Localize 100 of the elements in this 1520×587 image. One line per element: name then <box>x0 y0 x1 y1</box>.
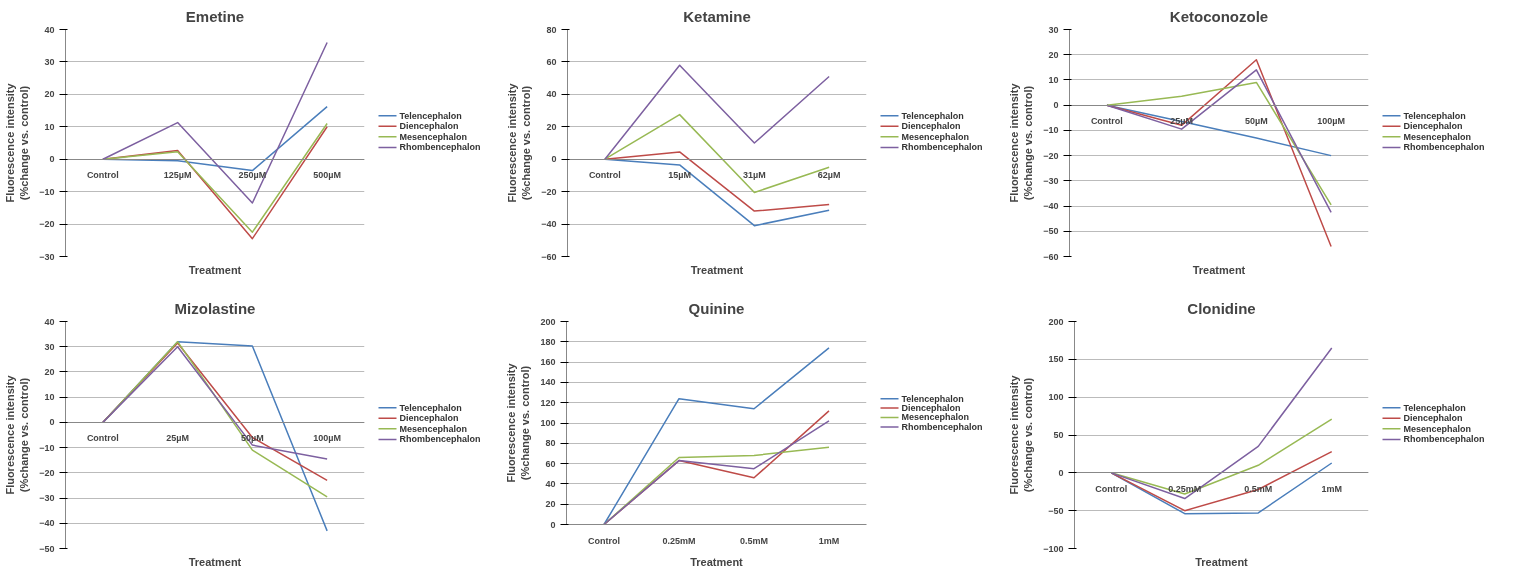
y-tick-label: 30 <box>44 341 55 352</box>
y-tick-label: 20 <box>545 499 556 510</box>
legend-label: Diencephalon <box>1403 121 1463 132</box>
x-tick-label: 50µM <box>1245 116 1268 127</box>
y-tick-label: 10 <box>44 392 55 403</box>
x-tick-label: 500µM <box>313 170 341 181</box>
y-tick-label: −60 <box>541 251 557 262</box>
chart-title: Quinine <box>688 299 745 317</box>
y-tick-label: 0 <box>1058 467 1064 478</box>
y-tick-label: 160 <box>540 357 556 368</box>
y-tick-label: −20 <box>541 186 557 197</box>
legend-label: Rhombencephalon <box>1403 434 1485 445</box>
y-tick-label: 30 <box>44 56 55 67</box>
legend-label: Mesencephalon <box>901 131 970 142</box>
y-tick-label: 10 <box>1048 74 1059 85</box>
x-tick-label: Control <box>1095 483 1128 494</box>
y-tick-label: 0 <box>550 519 556 530</box>
y-tick-label: 0 <box>551 154 557 165</box>
x-axis-title: Treatment <box>188 263 242 276</box>
chart-title: Clonidine <box>1187 299 1256 317</box>
y-tick-label: 40 <box>44 24 55 35</box>
y-tick-label: 100 <box>540 418 556 428</box>
y-axis-title: Fluorescence intensity (%change vs. control) <box>505 82 533 203</box>
y-tick-label: 140 <box>540 377 556 388</box>
line-series <box>603 347 830 525</box>
y-tick-label: −20 <box>39 467 55 478</box>
chart-title: Mizolastine <box>174 299 256 317</box>
chart-title: Ketoconozole <box>1169 7 1269 25</box>
y-tick-label: 50 <box>1053 430 1064 440</box>
y-tick-label: −20 <box>39 219 55 230</box>
legend-label: Telencephalon <box>1403 402 1466 413</box>
y-tick-label: −50 <box>1048 505 1064 516</box>
y-tick-label: −100 <box>1043 543 1064 554</box>
x-tick-label: 25µM <box>1170 116 1193 127</box>
y-tick-label: −50 <box>1043 226 1059 237</box>
legend-label: Telencephalon <box>901 110 964 121</box>
legend-label: Telencephalon <box>901 393 964 404</box>
legend-label: Mesencephalon <box>1403 131 1472 142</box>
y-tick-label: −30 <box>1043 175 1059 186</box>
legend-label: Rhombencephalon <box>399 142 481 153</box>
legend-label: Mesencephalon <box>901 412 970 423</box>
x-axis-title: Treatment <box>188 555 242 568</box>
y-axis-title: Fluorescence intensity (%change vs. control) <box>1007 82 1035 203</box>
legend-label: Telencephalon <box>399 402 462 413</box>
legend-label: Mesencephalon <box>1403 423 1472 434</box>
y-tick-label: 40 <box>44 316 55 327</box>
x-tick-label: 15µM <box>668 170 691 181</box>
x-axis-title: Treatment <box>690 555 744 568</box>
x-tick-label: Control <box>588 535 620 546</box>
y-tick-label: 150 <box>1048 354 1064 365</box>
y-tick-label: −40 <box>541 219 557 230</box>
y-tick-label: 0 <box>49 417 55 428</box>
legend-label: Diencephalon <box>399 121 459 132</box>
line-series <box>604 64 830 160</box>
y-tick-label: 0 <box>1053 100 1059 111</box>
y-tick-label: −40 <box>39 518 55 529</box>
x-tick-label: Control <box>1090 116 1123 127</box>
y-tick-label: 100 <box>1048 392 1064 403</box>
x-tick-label: 125µM <box>163 170 192 181</box>
legend-label: Telencephalon <box>399 110 462 121</box>
y-tick-label: 30 <box>1048 24 1059 35</box>
y-axis-title: Fluorescence intensity (%change vs. control) <box>1007 374 1035 495</box>
y-tick-label: −40 <box>1043 201 1059 212</box>
legend-label: Diencephalon <box>399 413 459 424</box>
y-tick-label: −10 <box>39 442 55 453</box>
x-tick-label: Control <box>86 433 119 444</box>
y-tick-label: 60 <box>545 458 556 469</box>
y-tick-label: 80 <box>545 438 556 449</box>
x-axis-title: Treatment <box>1192 263 1246 276</box>
y-tick-label: −30 <box>39 493 55 504</box>
legend-label: Mesencephalon <box>399 131 468 142</box>
y-tick-label: 200 <box>540 316 556 327</box>
y-tick-label: 40 <box>546 89 557 100</box>
x-tick-label: 31µM <box>743 170 766 181</box>
y-tick-label: 180 <box>540 336 556 347</box>
x-axis-title: Treatment <box>690 263 744 276</box>
x-tick-label: 62µM <box>817 170 841 181</box>
y-tick-label: 20 <box>44 366 55 377</box>
y-axis-title: Fluorescence intensity (%change vs. control) <box>3 374 31 495</box>
y-tick-label: 120 <box>540 397 556 408</box>
y-tick-label: −10 <box>39 186 55 197</box>
chart-title: Emetine <box>185 7 245 25</box>
y-axis-title: Fluorescence intensity (%change vs. control) <box>505 362 532 483</box>
x-tick-label: 0.25mM <box>662 535 696 546</box>
y-tick-label: −60 <box>1043 251 1059 262</box>
legend-label: Diencephalon <box>901 403 961 414</box>
x-tick-label: Control <box>86 170 119 181</box>
x-tick-label: Control <box>588 170 621 181</box>
legend-label: Telencephalon <box>1403 110 1466 121</box>
chart-title: Ketamine <box>683 7 751 25</box>
y-axis-title: Fluorescence intensity (%change vs. control) <box>3 82 31 203</box>
y-tick-label: 200 <box>1048 316 1064 327</box>
y-tick-label: 80 <box>546 24 557 35</box>
legend-label: Diencephalon <box>901 121 961 132</box>
y-tick-label: 10 <box>44 121 55 132</box>
x-axis-title: Treatment <box>1195 555 1249 568</box>
legend-label: Rhombencephalon <box>901 421 983 432</box>
x-tick-label: 100µM <box>313 433 341 444</box>
y-tick-label: 40 <box>545 478 556 489</box>
x-tick-label: 1mM <box>818 535 840 546</box>
